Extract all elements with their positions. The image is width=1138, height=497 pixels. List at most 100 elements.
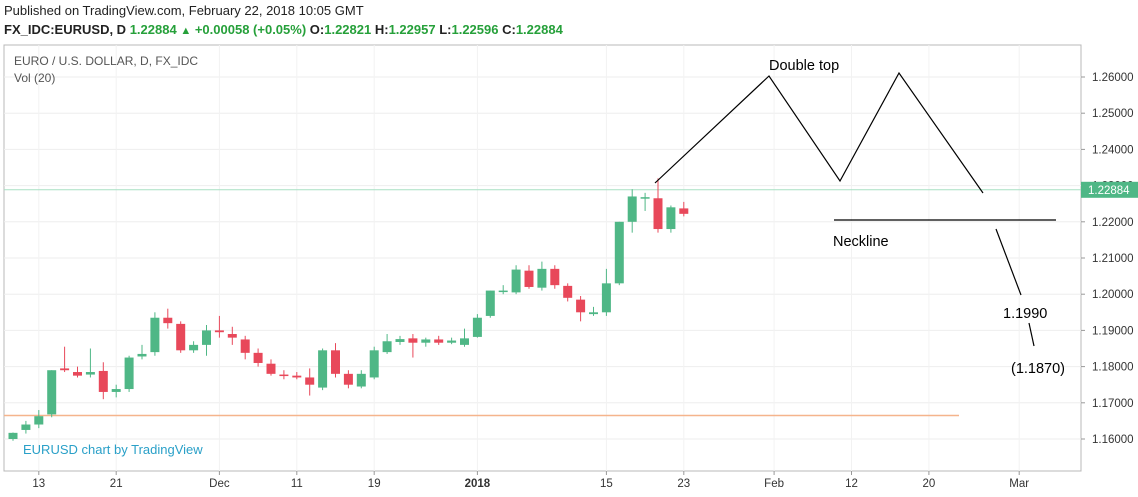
candle-up [460,328,469,347]
candle-down [176,321,186,353]
x-tick-label: 20 [923,478,936,490]
candle-body [382,341,392,353]
candle-up [589,306,598,316]
candle-body [589,312,598,315]
candle-down [550,265,560,289]
candle-up [369,346,379,380]
candle-body [627,196,637,222]
candle-body [305,377,315,385]
candle-body [266,363,276,374]
close-label: C: [502,22,516,37]
candle-down [653,178,663,233]
time-axis: 13 21 Dec 11 19 2018 15 23 Feb 12 20 Mar [32,471,1029,490]
candle-down [266,359,276,376]
candle-body [98,370,108,392]
candle-up [421,337,431,347]
last-price: 1.22884 [129,22,177,37]
candle-down [73,366,82,378]
candle-body [472,317,482,337]
candle-up [640,192,650,211]
x-tick-label: 11 [291,478,303,490]
candle-body [176,323,186,351]
candle-up [511,265,521,295]
candle-body [73,372,82,376]
candle-body [434,339,444,343]
target-projection-line-2 [1028,322,1035,347]
x-tick-label: Mar [1009,478,1029,490]
candle-body [550,268,560,286]
open-label: O: [309,22,325,37]
candle-up [627,189,637,233]
candle-body [601,283,611,313]
candle-down [434,335,444,345]
published-info: Published on TradingView.com, February 2… [4,3,364,18]
candle-body [34,416,44,425]
candle-down [227,326,237,345]
candles [8,178,689,441]
candle-body [408,338,418,343]
candle-up [614,221,624,286]
legend-volume: Vol (20) [14,71,55,85]
candle-up [47,370,57,418]
low-value: 1.22596 [451,22,499,37]
candle-body [447,340,457,343]
low-label: L: [439,22,452,37]
candle-up [111,384,121,398]
candle-down [679,201,689,217]
candle-down [60,346,70,373]
candle-up [666,205,676,233]
neckline-label: Neckline [833,234,889,250]
candle-down [240,335,250,360]
symbol-quote-line: FX_IDC:EURUSD, D 1.22884 ▲ +0.00058 (+0.… [4,22,563,37]
candle-body [331,350,340,374]
close-value: 1.22884 [515,22,563,37]
candle-up [395,335,405,345]
candle-body [640,197,650,199]
double-top-pattern-line [654,71,984,194]
open-value: 1.22821 [324,22,372,37]
candle-up [356,370,366,389]
candle-body [653,198,663,230]
x-tick-label: 15 [600,478,613,490]
up-triangle-icon: ▲ [180,25,192,37]
candle-body [227,334,237,338]
y-tick-label: 1.21000 [1092,253,1134,265]
candle-up [498,285,508,295]
candle-body [395,339,405,342]
candle-up [21,420,31,434]
candle-up [137,344,147,360]
current-price-text: 1.22884 [1088,185,1130,197]
y-tick-label: 1.24000 [1092,144,1134,156]
candle-down [576,296,586,322]
candle-down [343,370,353,389]
x-tick-label: Feb [764,478,784,490]
y-tick-label: 1.16000 [1092,434,1134,446]
x-tick-label: 19 [368,478,381,490]
candle-down [214,315,224,338]
high-label: H: [374,22,389,37]
candle-body [214,330,224,333]
candle-up [485,290,495,318]
candle-body [576,299,586,313]
candle-body [485,290,495,316]
candle-up [8,432,18,441]
candle-body [537,268,547,288]
candle-up [34,410,44,429]
grid [4,45,1081,471]
candle-body [124,357,134,390]
candle-up [318,348,328,391]
candle-body [253,352,263,363]
candle-body [292,375,302,378]
candle-up [85,348,95,378]
price-axis: 1.16000 1.17000 1.18000 1.19000 1.20000 1.210… [1081,72,1134,446]
y-tick-label: 1.25000 [1092,108,1134,120]
candle-body [21,424,31,430]
target-projection-line-1 [995,228,1022,296]
legend-title: EURO / U.S. DOLLAR, D, FX_IDC [14,54,198,68]
candle-down [331,343,340,378]
y-tick-label: 1.17000 [1092,398,1134,410]
candle-body [279,374,289,377]
x-tick-label: 23 [677,478,690,490]
candle-down [279,370,289,380]
price-chart[interactable]: 1.16000 1.17000 1.18000 1.19000 1.20000 1.210… [0,43,1138,497]
